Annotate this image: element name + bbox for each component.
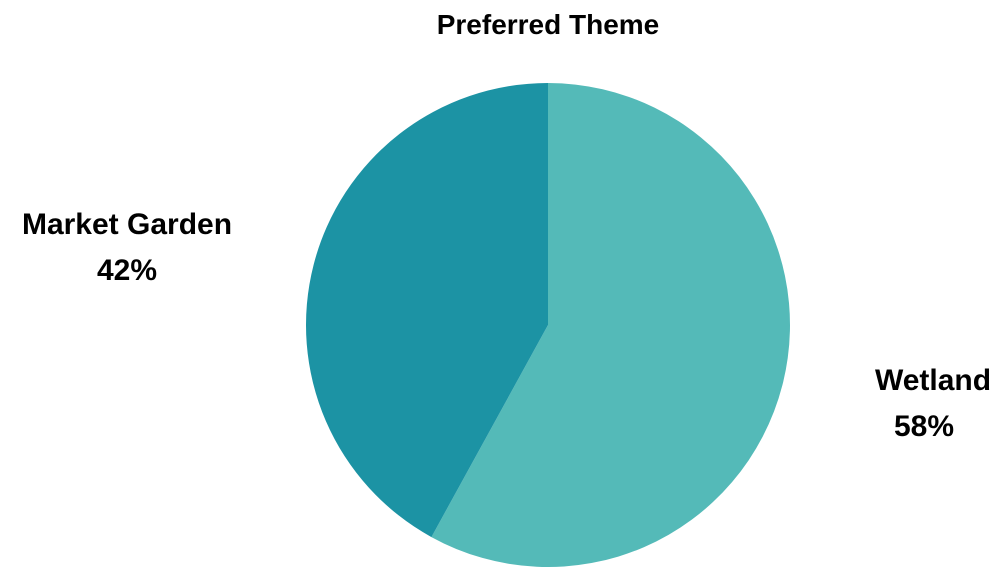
pie-slice-market-garden xyxy=(305,82,548,538)
pie-slice-wetland xyxy=(431,83,790,567)
slice-label-value: 58% xyxy=(894,410,954,443)
slices-layer xyxy=(305,82,790,567)
labels-layer: Wetland 58% Market Garden 42% xyxy=(22,208,991,443)
slice-label-name: Market Garden xyxy=(22,208,232,241)
slice-label-name: Wetland xyxy=(875,364,991,397)
slice-label-value: 42% xyxy=(97,254,157,287)
chart-title: Preferred Theme xyxy=(437,9,660,40)
